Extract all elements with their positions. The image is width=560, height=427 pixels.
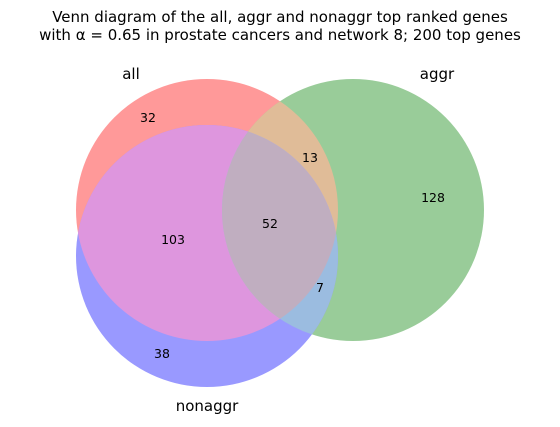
region-all-nonaggr: 103 <box>161 232 185 247</box>
set-label-all: all <box>122 65 140 83</box>
region-aggr-nonaggr: 7 <box>316 280 324 295</box>
title-line-2: with α = 0.65 in prostate cancers and ne… <box>39 26 521 44</box>
region-all-aggr-nonaggr: 52 <box>262 216 278 231</box>
region-aggr-only: 128 <box>421 190 445 205</box>
region-nonaggr-only: 38 <box>154 346 170 361</box>
title-line-1: Venn diagram of the all, aggr and nonagg… <box>52 8 508 26</box>
set-label-aggr: aggr <box>420 65 455 83</box>
set-label-nonaggr: nonaggr <box>176 397 239 415</box>
region-all-only: 32 <box>140 110 156 125</box>
region-all-aggr: 13 <box>302 150 318 165</box>
